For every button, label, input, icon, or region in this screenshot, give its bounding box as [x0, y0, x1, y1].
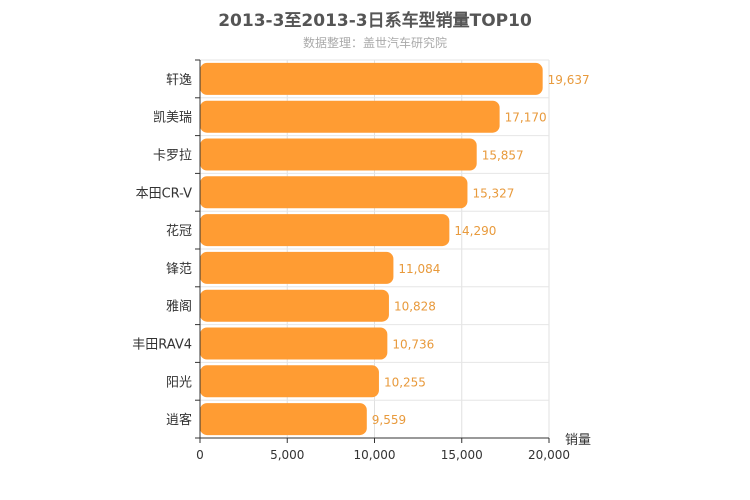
category-label: 凯美瑞: [153, 111, 192, 126]
value-label: 17,170: [505, 111, 547, 125]
value-label: 10,255: [384, 375, 426, 389]
bar: [200, 214, 450, 247]
value-label: 14,290: [454, 224, 496, 238]
category-label: 轩逸: [166, 73, 192, 88]
bar: [200, 176, 468, 209]
bar: [200, 100, 500, 133]
value-label: 10,828: [394, 300, 436, 314]
category-label: 本田CR-V: [136, 186, 193, 201]
x-tick-label: 10,000: [354, 448, 396, 462]
bar: [200, 327, 388, 360]
bar: [200, 251, 394, 284]
x-tick-label: 20,000: [528, 448, 570, 462]
value-label: 9,559: [372, 413, 406, 427]
value-label: 19,637: [548, 73, 590, 87]
chart-subtitle: 数据整理：盖世汽车研究院: [302, 36, 447, 50]
bars: [200, 62, 543, 436]
bar: [200, 403, 367, 436]
value-label: 10,736: [392, 338, 434, 352]
bar: [200, 62, 543, 95]
category-label: 阳光: [166, 375, 192, 390]
category-label: 锋范: [166, 262, 192, 277]
bar: [200, 289, 389, 322]
axes: [195, 59, 550, 443]
value-label: 15,857: [482, 149, 524, 163]
x-tick-label: 0: [196, 448, 204, 462]
category-label: 雅阁: [166, 300, 192, 315]
x-tick-label: 5,000: [270, 448, 304, 462]
category-label: 丰田RAV4: [132, 338, 192, 353]
category-label: 花冠: [166, 223, 192, 239]
value-label: 11,084: [398, 262, 440, 276]
bar: [200, 365, 379, 398]
category-label: 逍客: [166, 412, 192, 428]
value-label: 15,327: [472, 186, 514, 200]
labels: 轩逸 19,637 凯美瑞 17,170 卡罗拉 15,857 本田CR-V 15,327 花冠…: [132, 73, 591, 462]
bar: [200, 138, 477, 171]
category-label: 卡罗拉: [153, 149, 192, 164]
x-tick-label: 15,000: [441, 448, 483, 462]
x-axis-title: 销量: [565, 433, 591, 448]
chart-title: 2013-3至2013-3日系车型销量TOP10: [218, 11, 532, 31]
